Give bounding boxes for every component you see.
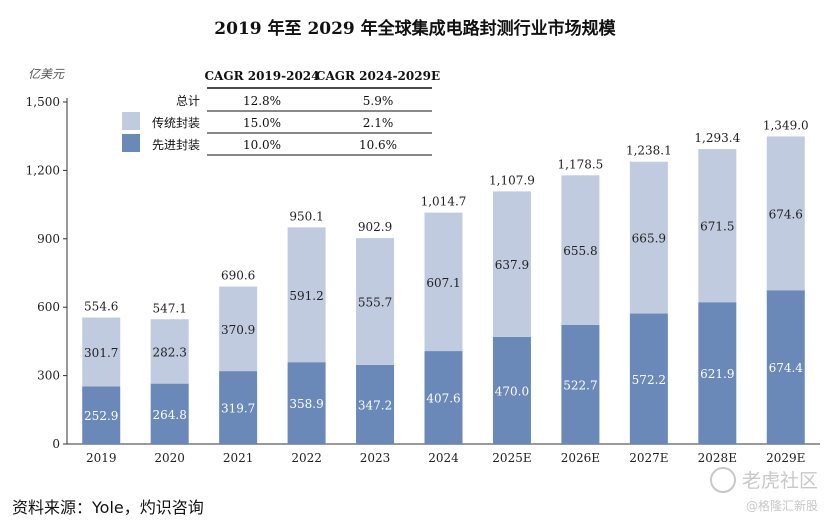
data-label-traditional: 301.7 bbox=[84, 346, 118, 360]
x-tick-label: 2023 bbox=[360, 451, 391, 465]
data-label-advanced: 252.9 bbox=[84, 409, 118, 423]
data-label-total: 902.9 bbox=[358, 220, 392, 234]
data-label-total: 690.6 bbox=[221, 269, 255, 283]
cagr-row-label: 传统封装 bbox=[152, 115, 200, 130]
x-tick-label: 2029E bbox=[766, 451, 805, 465]
cagr-header: CAGR 2024-2029E bbox=[316, 69, 440, 83]
bar-advanced-packaging bbox=[492, 336, 531, 444]
bar-advanced-packaging bbox=[356, 364, 395, 444]
cagr-value: 10.6% bbox=[359, 138, 397, 152]
data-label-total: 1,238.1 bbox=[626, 144, 672, 158]
data-label-advanced: 319.7 bbox=[221, 402, 255, 416]
y-tick-label: 0 bbox=[52, 437, 60, 451]
x-tick-label: 2024 bbox=[428, 451, 459, 465]
x-tick-label: 2025E bbox=[492, 451, 531, 465]
bar-advanced-packaging bbox=[629, 313, 668, 444]
data-label-traditional: 282.3 bbox=[153, 345, 187, 359]
cagr-row-label: 先进封装 bbox=[152, 138, 200, 152]
data-label-traditional: 674.6 bbox=[769, 207, 803, 221]
data-label-advanced: 407.6 bbox=[426, 392, 460, 406]
watermark: 老虎社区 @格隆汇新股 bbox=[709, 466, 818, 514]
cagr-value: 10.0% bbox=[243, 138, 281, 152]
data-label-total: 1,107.9 bbox=[489, 173, 535, 187]
data-label-advanced: 470.0 bbox=[495, 384, 529, 398]
data-label-total: 1,349.0 bbox=[763, 118, 809, 132]
data-label-advanced: 264.8 bbox=[153, 408, 187, 422]
bar-advanced-packaging bbox=[82, 386, 121, 444]
data-label-traditional: 607.1 bbox=[426, 276, 460, 290]
bar-traditional-packaging bbox=[287, 227, 326, 363]
x-tick-label: 2019 bbox=[86, 451, 117, 465]
data-label-total: 1,178.5 bbox=[558, 157, 604, 171]
cagr-value: 12.8% bbox=[243, 94, 281, 108]
bar-advanced-packaging bbox=[287, 362, 326, 444]
data-label-advanced: 621.9 bbox=[700, 367, 734, 381]
cagr-value: 5.9% bbox=[363, 94, 394, 108]
data-label-advanced: 674.4 bbox=[769, 361, 804, 375]
data-label-advanced: 572.2 bbox=[632, 373, 666, 387]
bar-advanced-packaging bbox=[150, 383, 189, 444]
bar-traditional-packaging bbox=[219, 286, 258, 372]
data-label-advanced: 522.7 bbox=[563, 378, 597, 392]
legend-swatch-traditional bbox=[122, 112, 140, 130]
bar-traditional-packaging bbox=[82, 317, 121, 387]
watermark-line2: @格隆汇新股 bbox=[745, 499, 818, 513]
bar-advanced-packaging bbox=[766, 290, 805, 444]
data-label-advanced: 358.9 bbox=[289, 397, 323, 411]
data-label-total: 1,014.7 bbox=[421, 195, 467, 209]
legend-swatch-advanced bbox=[122, 134, 140, 152]
y-tick-label: 1,200 bbox=[26, 163, 60, 177]
data-label-traditional: 671.5 bbox=[700, 220, 734, 234]
x-tick-label: 2021 bbox=[223, 451, 254, 465]
bar-traditional-packaging bbox=[766, 136, 805, 291]
cagr-value: 2.1% bbox=[363, 116, 394, 130]
y-axis-label: 亿美元 bbox=[28, 67, 65, 81]
bar-advanced-packaging bbox=[424, 351, 463, 444]
bar-traditional-packaging bbox=[150, 319, 189, 384]
cagr-value: 15.0% bbox=[243, 116, 281, 130]
watermark-line1: 老虎社区 bbox=[741, 470, 818, 492]
data-label-traditional: 655.8 bbox=[563, 244, 597, 258]
data-label-total: 547.1 bbox=[153, 301, 187, 315]
bar-traditional-packaging bbox=[356, 238, 395, 365]
y-tick-label: 1,500 bbox=[26, 95, 60, 109]
data-label-total: 1,293.4 bbox=[694, 131, 740, 145]
x-tick-label: 2020 bbox=[154, 451, 185, 465]
x-tick-label: 2022 bbox=[291, 451, 322, 465]
bar-traditional-packaging bbox=[629, 161, 668, 314]
bar-advanced-packaging bbox=[698, 302, 737, 444]
bar-traditional-packaging bbox=[424, 212, 463, 352]
data-label-total: 950.1 bbox=[289, 209, 323, 223]
x-tick-label: 2027E bbox=[629, 451, 668, 465]
source-note: 资料来源：Yole，灼识咨询 bbox=[12, 498, 204, 517]
x-tick-label: 2026E bbox=[561, 451, 600, 465]
data-label-traditional: 555.7 bbox=[358, 295, 392, 309]
bar-traditional-packaging bbox=[492, 191, 531, 337]
bar-advanced-packaging bbox=[219, 371, 258, 444]
data-label-advanced: 347.2 bbox=[358, 398, 392, 412]
cagr-header: CAGR 2019-2024 bbox=[204, 69, 319, 83]
y-tick-label: 600 bbox=[37, 300, 60, 314]
data-label-traditional: 637.9 bbox=[495, 258, 529, 272]
data-label-traditional: 665.9 bbox=[632, 232, 666, 246]
data-label-total: 554.6 bbox=[84, 300, 118, 314]
bar-advanced-packaging bbox=[561, 324, 600, 444]
y-tick-label: 300 bbox=[37, 369, 60, 383]
tiger-logo-icon bbox=[709, 466, 736, 493]
data-label-traditional: 370.9 bbox=[221, 323, 255, 337]
cagr-row-label: 总计 bbox=[176, 94, 200, 108]
data-label-traditional: 591.2 bbox=[289, 289, 323, 303]
x-tick-label: 2028E bbox=[698, 451, 737, 465]
chart-title: 2019 年至 2029 年全球集成电路封测行业市场规模 bbox=[214, 19, 616, 39]
y-tick-label: 900 bbox=[37, 232, 60, 246]
bar-traditional-packaging bbox=[698, 149, 737, 303]
bar-traditional-packaging bbox=[561, 175, 600, 325]
